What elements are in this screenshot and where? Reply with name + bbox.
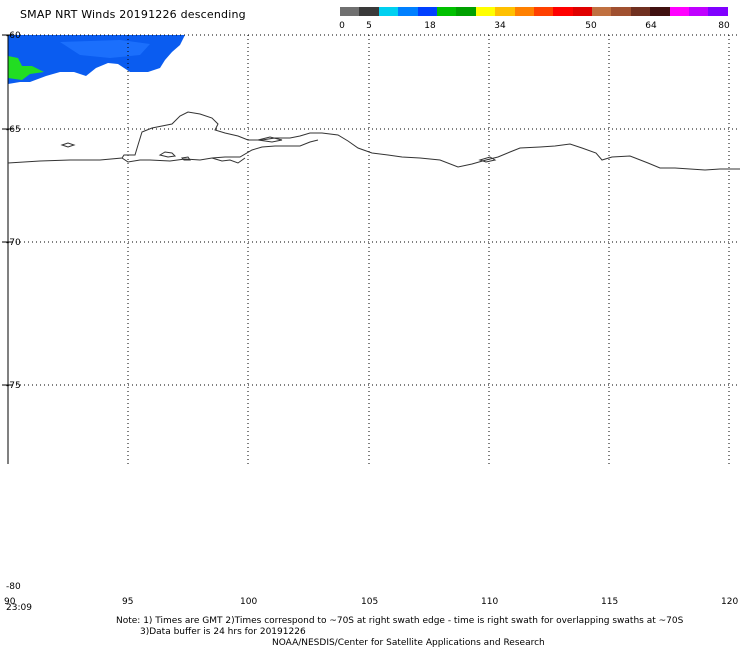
legend-swatch-1: [359, 7, 379, 16]
legend-swatch-3: [398, 7, 418, 16]
legend-swatch-8: [495, 7, 515, 16]
legend-swatch-12: [572, 7, 593, 16]
legend-colorbar: [340, 7, 728, 16]
legend-swatch-6: [456, 7, 476, 16]
lon-label-110: 110: [481, 597, 498, 607]
lon-label-90: 90: [4, 597, 16, 607]
wind-speed-legend: 0 5 18 34 50 64 80: [339, 7, 730, 33]
lon-label-115: 115: [601, 597, 618, 607]
legend-swatch-13: [592, 7, 612, 16]
legend-swatch-17: [669, 7, 690, 16]
legend-swatch-7: [475, 7, 496, 16]
legend-tick-64: 64: [645, 21, 657, 31]
legend-tick-5: 5: [366, 21, 372, 31]
legend-ticks: 0 5 18 34 50 64 80: [339, 21, 730, 33]
lat-axis: [2, 34, 12, 464]
footer-note-line-1: Note: 1) Times are GMT 2)Times correspon…: [116, 616, 684, 626]
legend-swatch-14: [611, 7, 631, 16]
lat-label-60: -60: [6, 31, 21, 41]
legend-swatch-15: [630, 7, 651, 16]
legend-tick-18: 18: [424, 21, 436, 31]
lon-label-95: 95: [122, 597, 133, 607]
legend-swatch-11: [553, 7, 573, 16]
legend-tick-80: 80: [718, 21, 730, 31]
antarctic-coastline: [7, 111, 740, 171]
footer-note-line-2: 3)Data buffer is 24 hrs for 20191226: [140, 627, 306, 637]
legend-swatch-9: [514, 7, 534, 16]
lon-label-100: 100: [240, 597, 257, 607]
corner-time: 23:09: [6, 603, 32, 613]
legend-swatch-19: [708, 7, 728, 16]
map-title: SMAP NRT Winds 20191226 descending: [20, 8, 246, 21]
legend-swatch-4: [417, 7, 437, 16]
lat-label-70: -70: [6, 238, 21, 248]
legend-tick-50: 50: [585, 21, 597, 31]
legend-tick-0: 0: [339, 21, 345, 31]
wind-swath: [8, 35, 185, 84]
legend-swatch-18: [689, 7, 709, 16]
legend-swatch-5: [436, 7, 457, 16]
lon-label-120: 120: [721, 597, 738, 607]
legend-swatch-2: [378, 7, 399, 16]
legend-swatch-16: [650, 7, 670, 16]
lat-label-75: -75: [6, 381, 21, 391]
graticule: [8, 34, 740, 464]
legend-swatch-0: [340, 7, 360, 16]
lon-label-105: 105: [361, 597, 378, 607]
legend-tick-34: 34: [494, 21, 506, 31]
lat-label-65: -65: [6, 125, 21, 135]
lat-label-80: -80: [6, 582, 21, 592]
footer-credit: NOAA/NESDIS/Center for Satellite Applica…: [272, 638, 545, 648]
legend-swatch-10: [533, 7, 554, 16]
